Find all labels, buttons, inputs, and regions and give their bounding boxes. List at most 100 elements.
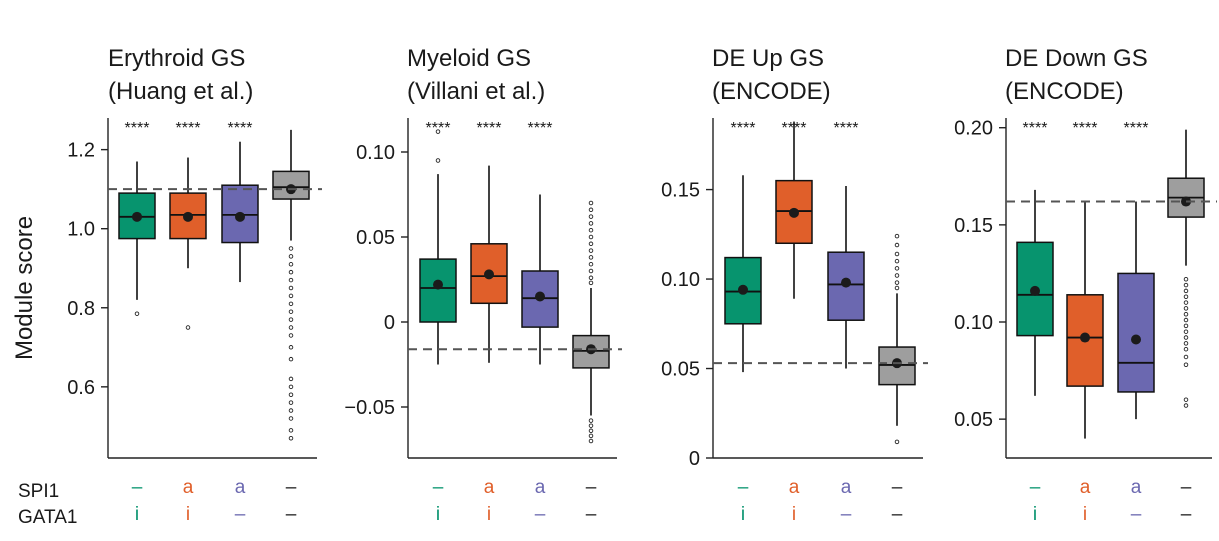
outlier-point (588, 255, 594, 260)
mean-dot (738, 284, 748, 295)
panel-3: DE Up GS (ENCODE) 0 0.05 0.10 0.15 **** **** ***… (661, 45, 928, 525)
significance-label: **** (1073, 120, 1098, 137)
outlier-point (288, 356, 294, 362)
spi1-mark: a (235, 477, 246, 498)
outlier-point (588, 207, 594, 213)
outlier-point (1183, 306, 1189, 311)
y-tick-label: −0.05 (344, 397, 395, 419)
gata1-mark: – (1181, 504, 1192, 525)
outlier-point (288, 293, 294, 299)
significance-label: **** (731, 120, 756, 137)
outlier-point (288, 301, 294, 307)
outlier-point (288, 333, 294, 338)
gata1-mark: – (535, 504, 546, 525)
box-group (1066, 201, 1104, 439)
significance-label: **** (477, 120, 502, 137)
outlier-point (588, 227, 594, 233)
panel-title-line: Myeloid GS (407, 45, 531, 72)
outlier-point (1183, 323, 1189, 329)
spi1-mark: a (183, 477, 194, 498)
outlier-point (288, 428, 294, 433)
y-tick-label: 0.10 (356, 142, 395, 164)
y-tick-label: 0 (384, 312, 395, 334)
spi1-mark: – (286, 477, 297, 498)
outlier-point (894, 285, 900, 291)
box-group (878, 233, 916, 445)
y-tick-label: 0.6 (67, 377, 95, 399)
mean-dot (235, 211, 245, 222)
outlier-point (588, 214, 594, 219)
outlier-point (588, 248, 594, 253)
gata1-mark: i (135, 504, 139, 525)
panels: Erythroid GS (Huang et al.) 0.6 0.8 1.0 1.2 **… (67, 45, 1217, 525)
outlier-point (1183, 354, 1189, 360)
y-tick-label: 0.05 (356, 227, 395, 249)
panel-title-line: (Villani et al.) (407, 78, 545, 105)
mean-dot (484, 269, 494, 280)
outlier-point (894, 242, 900, 248)
outlier-point (1183, 397, 1189, 402)
box-group (724, 175, 762, 373)
outlier-point (288, 376, 294, 382)
outlier-point (894, 273, 900, 278)
outlier-point (288, 408, 294, 413)
significance-label: **** (1124, 120, 1149, 137)
outlier-point (288, 345, 294, 350)
gata1-mark: i (436, 504, 440, 525)
box-group (221, 141, 259, 283)
box-group (775, 121, 813, 299)
significance-label: **** (782, 120, 807, 137)
mean-dot (183, 211, 193, 222)
outlier-point (435, 158, 441, 163)
y-tick-label: 0.10 (954, 312, 993, 334)
significance-label: **** (176, 120, 201, 137)
outlier-point (288, 262, 294, 267)
y-tick-label: 1.2 (67, 140, 95, 162)
y-tick-label: 0.8 (67, 298, 95, 320)
outlier-point (288, 254, 294, 259)
outlier-point (288, 285, 294, 291)
gata1-mark: – (235, 504, 246, 525)
outlier-point (288, 400, 294, 405)
significance-label: **** (125, 120, 150, 137)
gata1-mark: – (286, 504, 297, 525)
outlier-point (288, 277, 294, 283)
mean-dot (789, 207, 799, 218)
panel-1: Erythroid GS (Huang et al.) 0.6 0.8 1.0 1.2 **… (67, 45, 322, 525)
outlier-point (588, 261, 594, 267)
outlier-point (894, 233, 900, 239)
outlier-point (288, 325, 294, 330)
outlier-point (1183, 341, 1189, 346)
outlier-point (1183, 300, 1189, 305)
spi1-mark: a (535, 477, 546, 498)
y-tick-label: 0.15 (954, 215, 993, 237)
row-label-spi1: SPI1 (18, 481, 59, 502)
outlier-point (588, 418, 594, 423)
spi1-mark: – (586, 477, 597, 498)
outlier-point (1183, 403, 1189, 408)
outlier-point (588, 200, 594, 206)
outlier-point (1183, 282, 1189, 288)
panel-title-line: DE Down GS (1005, 45, 1148, 72)
box-group (169, 157, 207, 330)
outlier-point (288, 269, 294, 275)
outlier-point (894, 251, 900, 257)
mean-dot (1080, 332, 1090, 343)
gata1-mark: – (1131, 504, 1142, 525)
spi1-mark: – (738, 477, 749, 498)
outlier-point (288, 317, 294, 322)
panel-title-line: (Huang et al.) (108, 78, 253, 105)
outlier-point (588, 438, 594, 444)
y-tick-label: 0.05 (661, 359, 700, 381)
spi1-mark: a (484, 477, 495, 498)
y-axis-label: Module score (11, 216, 38, 360)
panel-title-line: (ENCODE) (712, 78, 831, 105)
outlier-point (1183, 362, 1189, 367)
mean-dot (1030, 285, 1040, 296)
box-group (118, 161, 156, 316)
significance-label: **** (528, 120, 553, 137)
spi1-mark: – (1181, 477, 1192, 498)
y-tick-label: 0.15 (661, 180, 700, 202)
box (1117, 272, 1155, 393)
